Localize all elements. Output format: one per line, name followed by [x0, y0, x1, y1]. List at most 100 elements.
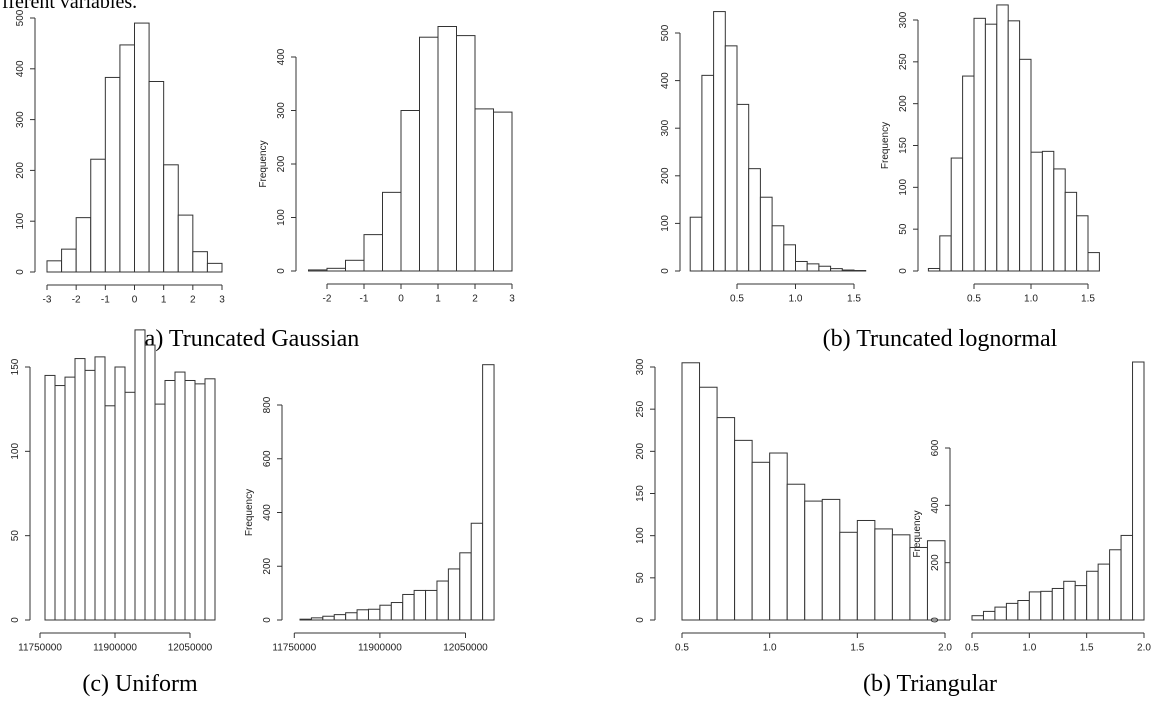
bar	[681, 362, 701, 621]
bar	[459, 552, 472, 621]
bar	[436, 580, 449, 621]
bar	[996, 4, 1009, 272]
bar	[44, 374, 56, 621]
x-tick-label: 3	[509, 294, 515, 305]
bar	[806, 263, 820, 272]
y-tick-label: 400	[15, 60, 26, 77]
bar	[1063, 580, 1076, 621]
bar	[769, 452, 788, 621]
y-tick-label: 0	[930, 617, 941, 623]
x-tick-label: 2	[472, 294, 478, 305]
y-tick-label: 50	[10, 530, 21, 542]
bar	[148, 81, 165, 273]
y-axis-label: Frequency	[258, 140, 269, 187]
bar	[64, 376, 76, 621]
bar	[759, 196, 773, 272]
y-tick-label: 150	[898, 137, 909, 154]
bar	[926, 540, 946, 621]
x-tick-label: 1	[435, 294, 441, 305]
bar	[333, 614, 347, 621]
bar	[786, 483, 806, 621]
bar	[54, 385, 66, 621]
bar	[839, 531, 858, 621]
bar	[1041, 150, 1055, 272]
bar	[856, 519, 876, 621]
y-tick-label: 0	[262, 617, 273, 623]
bar	[1040, 590, 1053, 621]
x-tick-label: 0.5	[730, 294, 744, 305]
y-tick-label: 200	[660, 167, 671, 184]
bar	[1086, 570, 1099, 621]
bar	[724, 45, 738, 272]
y-tick-label: 300	[660, 119, 671, 136]
bar	[713, 11, 726, 272]
bar	[891, 534, 911, 621]
bar	[46, 260, 63, 273]
bar	[493, 111, 513, 272]
bar	[771, 225, 785, 272]
bar	[402, 593, 415, 621]
y-tick-label: 0	[635, 617, 646, 623]
y-tick-label: 100	[660, 215, 671, 232]
bar	[345, 259, 365, 272]
bar	[192, 251, 208, 273]
x-tick-label: 2.0	[1137, 643, 1151, 654]
bar	[950, 157, 964, 272]
bar	[437, 26, 457, 272]
x-tick-label: 1.5	[850, 643, 864, 654]
bar	[1028, 591, 1042, 621]
bar	[163, 164, 179, 273]
bar	[345, 612, 358, 621]
x-tick-label: 2	[190, 295, 196, 306]
bar	[310, 617, 324, 621]
x-tick-label: 0.5	[967, 294, 981, 305]
y-tick-label: 400	[660, 72, 671, 89]
y-tick-label: 800	[262, 396, 273, 413]
y-tick-label: 150	[635, 485, 646, 502]
bar	[326, 267, 346, 272]
bar	[119, 44, 135, 273]
y-tick-label: 100	[635, 527, 646, 544]
bar	[470, 522, 484, 621]
x-tick-label: 1.5	[847, 294, 861, 305]
y-axis-label: Frequency	[880, 122, 891, 169]
x-tick-label: 1	[161, 295, 167, 306]
x-tick-label: -2	[323, 294, 332, 305]
bar	[84, 369, 96, 621]
bar	[413, 589, 427, 621]
y-tick-label: 500	[660, 24, 671, 41]
x-tick-label: 11900000	[358, 643, 402, 654]
bar	[308, 269, 328, 272]
y-tick-label: 200	[15, 162, 26, 179]
y-axis-label: Frequency	[244, 489, 255, 536]
x-tick-label: 0	[132, 295, 138, 306]
x-tick-label: 2.0	[938, 643, 952, 654]
x-tick-label: 3	[219, 295, 225, 306]
x-tick-label: 1.0	[1022, 643, 1036, 654]
bar	[425, 589, 438, 621]
x-tick-label: 0	[398, 294, 404, 305]
y-tick-label: 400	[276, 48, 287, 65]
bar	[474, 108, 494, 272]
bar	[841, 269, 855, 272]
bar	[382, 191, 402, 272]
y-tick-label: 500	[15, 9, 26, 26]
bar	[748, 168, 761, 272]
x-tick-label: -2	[72, 295, 81, 306]
bar	[1120, 534, 1134, 621]
bar	[322, 615, 335, 621]
y-tick-label: 150	[10, 358, 21, 375]
y-tick-label: 400	[262, 504, 273, 521]
bar	[699, 386, 718, 621]
y-tick-label: 300	[635, 358, 646, 375]
y-tick-label: 200	[898, 95, 909, 112]
bar	[114, 366, 126, 621]
y-axis-label: Frequency	[912, 510, 923, 557]
x-tick-label: -1	[101, 295, 110, 306]
y-tick-label: 250	[635, 400, 646, 417]
bar	[154, 403, 166, 621]
bar	[984, 23, 998, 272]
x-tick-label: -1	[360, 294, 369, 305]
bar	[1019, 58, 1032, 272]
